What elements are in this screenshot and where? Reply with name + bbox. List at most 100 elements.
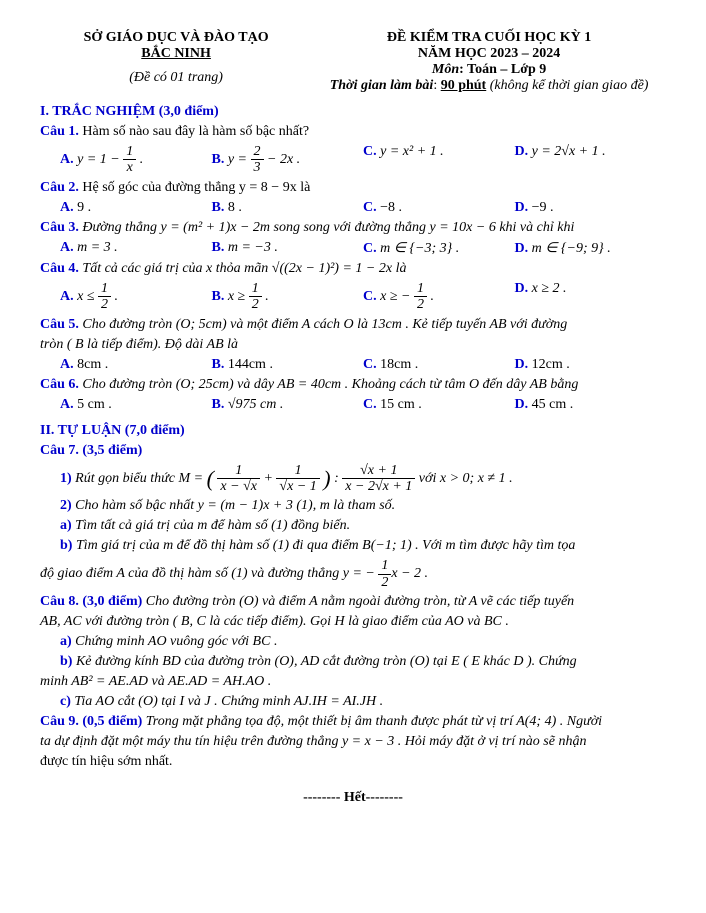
footer-end: -------- Hết-------- — [40, 790, 666, 806]
q6-options: A. 5 cm . B. √975 cm . C. 15 cm . D. 45 … — [60, 397, 666, 413]
q2-opt-b: B. 8 . — [212, 200, 364, 216]
frac-den: x − 2√x + 1 — [342, 479, 415, 494]
frac-num: 1 — [414, 281, 427, 297]
question-8: Câu 8. (3,0 điểm) Cho đường tròn (O) và … — [40, 594, 666, 610]
header-right: ĐỀ KIỂM TRA CUỐI HỌC KỲ 1 NĂM HỌC 2023 –… — [312, 30, 666, 94]
q9-label: Câu 9. (0,5 điểm) — [40, 714, 142, 729]
q5-text2: tròn ( B là tiếp điểm). Độ dài AB là — [40, 337, 666, 353]
plus: + — [263, 471, 276, 486]
colon: : — [334, 471, 342, 486]
q4-text: Tất cả các giá trị của x thỏa mãn √((2x … — [82, 261, 406, 276]
q7-p2b-text2: độ giao điểm A của đồ thị hàm số (1) và … — [40, 558, 666, 590]
q3-text: Đường thẳng y = (m² + 1)x − 2m song song… — [82, 220, 574, 235]
org-name: SỞ GIÁO DỤC VÀ ĐÀO TẠO — [40, 30, 312, 46]
q1-label: Câu 1. — [40, 124, 79, 139]
school-year: NĂM HỌC 2023 – 2024 — [312, 46, 666, 62]
frac-den: 2 — [249, 297, 262, 312]
duration-line: Thời gian làm bài: 90 phút (không kể thờ… — [312, 78, 666, 94]
q6-label: Câu 6. — [40, 377, 79, 392]
q7-part2: 2) Cho hàm số bậc nhất y = (m − 1)x + 3 … — [60, 498, 666, 514]
province: BẮC NINH — [40, 46, 312, 62]
pre: x ≤ — [77, 289, 98, 304]
question-1: Câu 1. Hàm số nào sau đây là hàm số bậc … — [40, 124, 666, 140]
q1-a-pre: y = 1 − — [77, 152, 123, 167]
opt-label: B. — [212, 240, 225, 255]
opt-label: A. — [60, 152, 74, 167]
q7-p2-text: Cho hàm số bậc nhất y = (m − 1)x + 3 (1)… — [75, 498, 395, 513]
q2-options: A. 9 . B. 8 . C. −8 . D. −9 . — [60, 200, 666, 216]
section-1-title: I. TRẮC NGHIỆM (3,0 điểm) — [40, 104, 666, 120]
q5-b: 144cm . — [228, 357, 273, 372]
opt-label: A. — [60, 397, 74, 412]
opt-label: D. — [515, 281, 529, 296]
subject-value: : Toán – Lớp 9 — [459, 62, 546, 77]
q8-c-label: c) — [60, 694, 71, 709]
q3-b: m = −3 . — [228, 240, 278, 255]
q8-text2: AB, AC với đường tròn ( B, C là các tiếp… — [40, 614, 666, 630]
header-left: SỞ GIÁO DỤC VÀ ĐÀO TẠO BẮC NINH (Đề có 0… — [40, 30, 312, 94]
q2-b: 8 . — [228, 200, 242, 215]
opt-label: D. — [515, 144, 529, 159]
q8-text1: Cho đường tròn (O) và điểm A nằm ngoài đ… — [146, 594, 574, 609]
q8-a: a) Chứng minh AO vuông góc với BC . — [60, 634, 666, 650]
frac-den: 2 — [414, 297, 427, 312]
duration-value: 90 phút — [441, 78, 487, 93]
frac-num: 2 — [251, 144, 264, 160]
q1-d-math: y = 2√x + 1 . — [532, 144, 606, 159]
q6-opt-c: C. 15 cm . — [363, 397, 515, 413]
pre: x ≥ — [228, 289, 249, 304]
q8-c: c) Tia AO cắt (O) tại I và J . Chứng min… — [60, 694, 666, 710]
q7-p2b-text1: Tìm giá trị của m để đồ thị hàm số (1) đ… — [76, 538, 575, 553]
post: . — [427, 289, 434, 304]
q6-opt-d: D. 45 cm . — [515, 397, 667, 413]
q3-opt-d: D. m ∈ {−9; 9} . — [515, 240, 667, 257]
opt-label: C. — [363, 200, 377, 215]
q8-a-text: Chứng minh AO vuông góc với BC . — [75, 634, 277, 649]
post: . — [262, 289, 269, 304]
q8-b-label: b) — [60, 654, 72, 669]
frac-den: √x − 1 — [276, 479, 319, 494]
opt-label: D. — [515, 357, 529, 372]
frac-num: 1 — [123, 144, 136, 160]
q8-label: Câu 8. (3,0 điểm) — [40, 594, 142, 609]
q7-part1: 1) Rút gọn biểu thức M = ( 1x − √x + 1√x… — [60, 463, 666, 495]
q7-label: Câu 7. (3,5 điểm) — [40, 443, 142, 458]
opt-label: A. — [60, 357, 74, 372]
question-4: Câu 4. Tất cả các giá trị của x thỏa mãn… — [40, 261, 666, 277]
opt-label: C. — [363, 397, 377, 412]
q4-label: Câu 4. — [40, 261, 79, 276]
q4-d: x ≥ 2 . — [532, 281, 567, 296]
frac-num: 1 — [249, 281, 262, 297]
q6-d: 45 cm . — [532, 397, 574, 412]
frac-num: 1 — [217, 463, 260, 479]
opt-label: B. — [212, 152, 225, 167]
section-2-title: II. TỰ LUẬN (7,0 điểm) — [40, 423, 666, 439]
question-6: Câu 6. Cho đường tròn (O; 25cm) và dây A… — [40, 377, 666, 393]
q5-a: 8cm . — [77, 357, 108, 372]
q6-c: 15 cm . — [380, 397, 422, 412]
q2-text: Hệ số góc của đường thẳng y = 8 − 9x là — [82, 180, 310, 195]
q7-p2a-label: a) — [60, 518, 72, 533]
opt-label: C. — [363, 241, 377, 256]
frac-num: √x + 1 — [342, 463, 415, 479]
q2-label: Câu 2. — [40, 180, 79, 195]
opt-label: B. — [212, 200, 225, 215]
q7-p2-label: 2) — [60, 498, 72, 513]
q5-c: 18cm . — [380, 357, 418, 372]
q1-a-math: y = 1 − 1x . — [77, 152, 143, 167]
duration-note: (không kể thời gian giao đề) — [486, 78, 648, 93]
opt-label: B. — [212, 397, 225, 412]
q3-label: Câu 3. — [40, 220, 79, 235]
q5-d: 12cm . — [532, 357, 570, 372]
q1-opt-b: B. y = 23 − 2x . — [212, 144, 364, 176]
q5-opt-c: C. 18cm . — [363, 357, 515, 373]
q1-a-post: . — [136, 152, 143, 167]
q6-a: 5 cm . — [77, 397, 112, 412]
q5-label: Câu 5. — [40, 317, 79, 332]
q1-c-math: y = x² + 1 . — [380, 144, 444, 159]
pre: x ≥ − — [380, 289, 414, 304]
page-count: (Đề có 01 trang) — [40, 70, 312, 86]
q1-text: Hàm số nào sau đây là hàm số bậc nhất? — [82, 124, 309, 139]
question-2: Câu 2. Hệ số góc của đường thẳng y = 8 −… — [40, 180, 666, 196]
exam-title: ĐỀ KIỂM TRA CUỐI HỌC KỲ 1 — [312, 30, 666, 46]
